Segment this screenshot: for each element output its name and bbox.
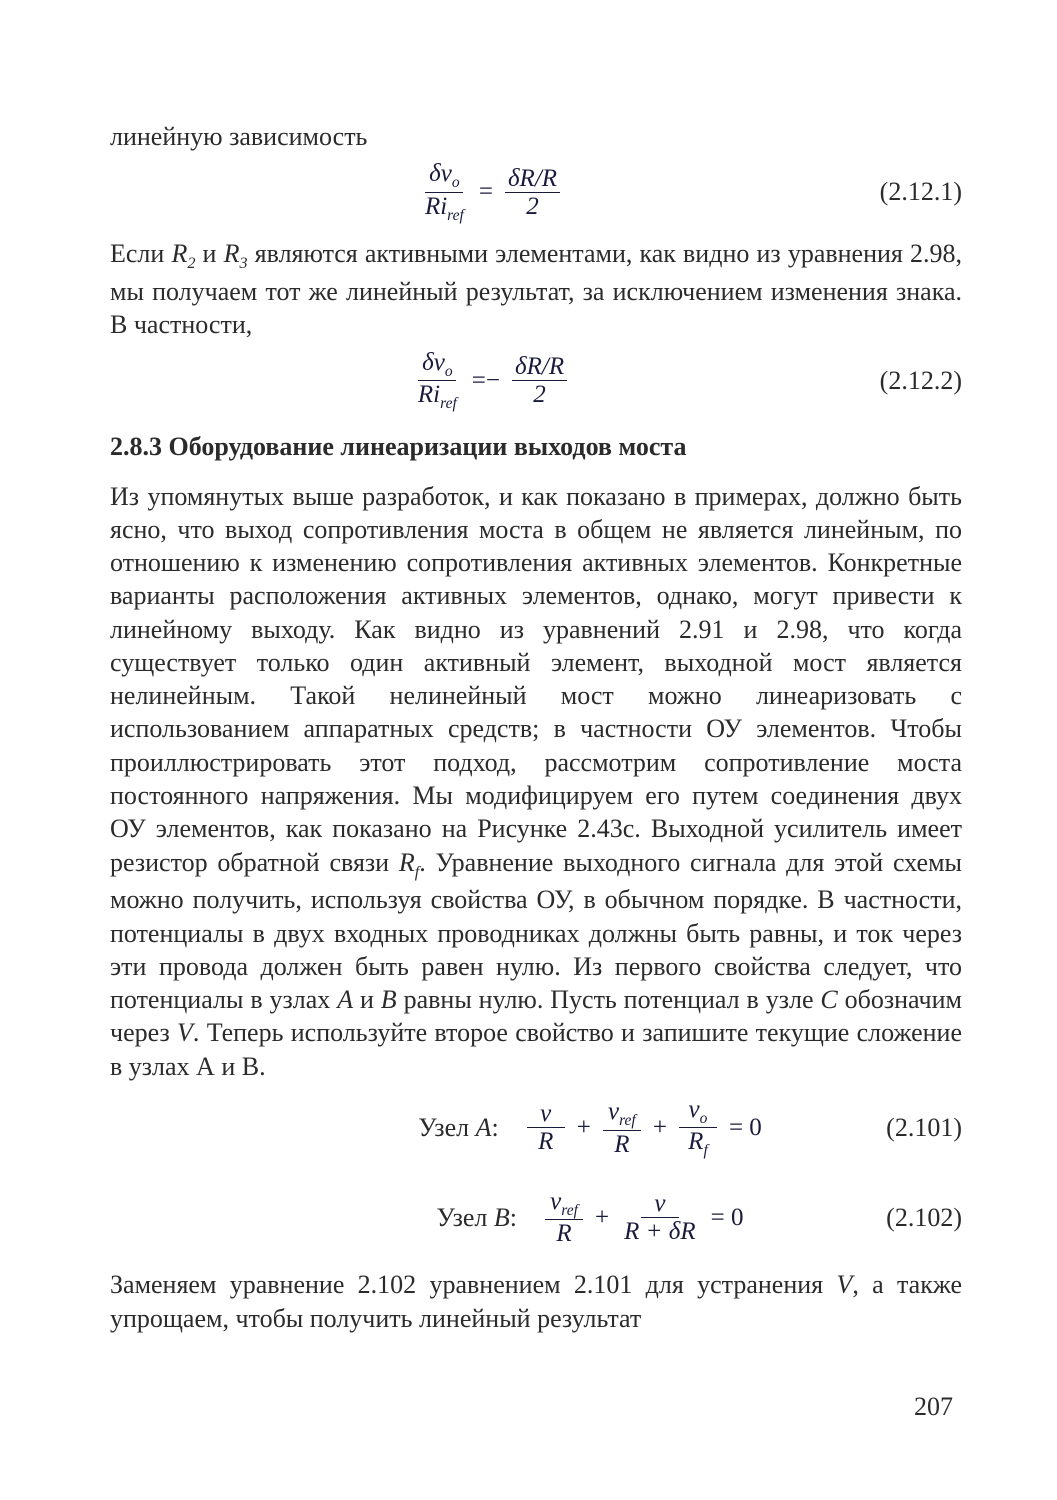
equation-2-12-1: δvo Riref = δR/R 2 (2.12.1) — [110, 161, 962, 223]
node-b-label: Узел B: — [436, 1203, 517, 1233]
paragraph-main: Из упомянутых выше разработок, и как пок… — [110, 480, 962, 1083]
equation-2-101: Узел A: v R + vref R + vo Rf = 0 (2.101) — [110, 1097, 962, 1159]
equation-number: (2.12.1) — [880, 177, 962, 207]
equation-2-12-2: δvo Riref =− δR/R 2 (2.12.2) — [110, 350, 962, 412]
section-heading-2-8-3: 2.8.3 Оборудование линеаризации выходов … — [110, 432, 962, 462]
equation-number: (2.12.2) — [880, 366, 962, 396]
node-a-label: Узел A: — [418, 1113, 499, 1143]
equation-2-102: Узел B: vref R + v R + δR = 0 (2.102) — [110, 1189, 962, 1247]
equation-number: (2.101) — [886, 1113, 962, 1143]
page-number: 207 — [914, 1392, 953, 1422]
paragraph-lead: линейную зависимость — [110, 120, 962, 153]
equation-number: (2.102) — [886, 1203, 962, 1233]
paragraph-subst: Заменяем уравнение 2.102 уравнением 2.10… — [110, 1268, 962, 1335]
paragraph-r2r3: Если R2 и R3 являются активными элемента… — [110, 237, 962, 341]
